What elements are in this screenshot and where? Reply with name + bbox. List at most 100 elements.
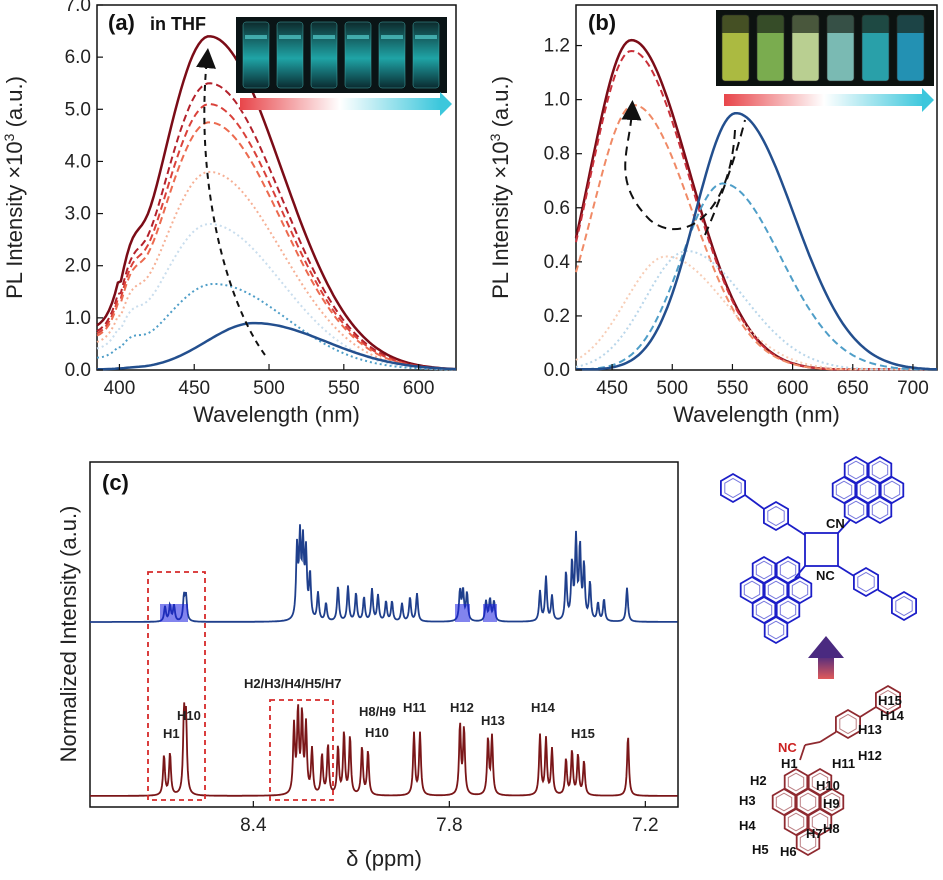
y-tick-label: 1.0	[544, 90, 570, 111]
x-tick-label: 550	[717, 378, 749, 399]
molecule-label: H13	[858, 722, 882, 737]
molecule-label: H6	[780, 844, 797, 859]
panel-a: (a) in THF 400 450 500 550 600 0.0 1.0 2.0 3.0 4.…	[1, 0, 457, 427]
benzene-ring	[867, 495, 893, 525]
y-axis-label: PL Intensity ×103 (a.u.)	[1, 76, 27, 299]
panel-a-vial-photo	[236, 17, 452, 116]
x-tick-label: 500	[656, 378, 688, 399]
x-axis-label: Wavelength (nm)	[193, 402, 360, 427]
y-tick-label: 4.0	[65, 151, 91, 172]
molecule-label: H8	[823, 821, 840, 836]
benzene-ring	[891, 590, 917, 622]
x-tick-label: 7.2	[632, 815, 658, 836]
benzene-ring	[795, 827, 821, 857]
y-tick-label: 0.2	[544, 306, 570, 327]
benzene-ring	[720, 472, 746, 504]
panel-a-series-line	[96, 35, 457, 371]
panel-b-series-line	[576, 182, 937, 371]
panel-c-spectra	[90, 524, 678, 797]
benzene-ring	[763, 615, 789, 645]
cyclobutane	[804, 532, 839, 567]
panel-a-series-line	[96, 121, 457, 371]
y-tick-label: 0.0	[544, 360, 570, 381]
x-tick-label: 450	[596, 378, 628, 399]
panel-b-series-line	[575, 249, 937, 371]
panel-a-series-line	[96, 82, 457, 371]
nmr-peak-label: H15	[571, 726, 595, 741]
x-tick-label: 400	[104, 378, 136, 399]
panel-b-series-line	[574, 38, 937, 371]
panel-b-frame	[575, 4, 938, 371]
nmr-peak-label: H1	[163, 726, 180, 741]
y-tick-label: 0.4	[544, 252, 571, 273]
nmr-peak-label: H2/H3/H4/H5/H7	[244, 676, 342, 691]
x-tick-label: 7.8	[436, 815, 462, 836]
molecule-label: H7	[806, 826, 823, 841]
molecule-label: H2	[750, 773, 767, 788]
panel-c-box-h1-h10	[147, 571, 206, 801]
panel-a-series-line	[96, 170, 457, 371]
x-tick-label: 700	[897, 378, 929, 399]
molecule-label: H1	[781, 756, 798, 771]
x-tick-label: 600	[777, 378, 809, 399]
nmr-highlight	[483, 604, 497, 622]
vial	[344, 21, 372, 89]
panel-a-series-line	[96, 321, 457, 371]
nmr-peak-label: H11	[403, 700, 426, 715]
panel-b-series-line	[575, 103, 937, 371]
panel-b-series-group	[574, 38, 937, 371]
y-tick-label: 0.8	[544, 144, 570, 165]
benzene-ring	[875, 684, 901, 716]
panel-c-box-h2-h7	[269, 699, 334, 801]
nmr-peak-label: H10	[177, 708, 201, 723]
benzene-ring	[843, 495, 869, 525]
x-tick-label: 550	[328, 378, 360, 399]
nmr-spectrum	[90, 702, 678, 797]
molecule-dimer: CN NC	[720, 455, 917, 645]
panel-c-label: (c)	[102, 470, 129, 495]
nmr-highlight	[160, 604, 188, 622]
y-tick-label: 1.2	[544, 36, 570, 57]
panel-a-label: (a)	[108, 10, 135, 35]
panel-b-label: (b)	[588, 10, 616, 35]
panel-a-annotation: in THF	[150, 14, 206, 34]
nmr-highlight	[455, 604, 470, 622]
nmr-peak-label: H12	[450, 700, 474, 715]
molecule-label: H12	[858, 748, 882, 763]
panel-a-series-group	[96, 35, 457, 371]
panel-a-series-line	[96, 103, 457, 371]
vial	[378, 21, 406, 89]
molecule-label: H11	[832, 756, 855, 771]
panel-a-series-line	[96, 222, 456, 371]
panel-c: (c) H1 H10 H2/H3/H4/H5/H7 H8/H9 H10 H11 H12 H13…	[56, 461, 679, 871]
y-tick-label: 0.6	[544, 198, 570, 219]
y-tick-label: 0.0	[65, 360, 91, 381]
panel-a-series-line	[96, 283, 456, 371]
x-tick-label: 650	[837, 378, 869, 399]
x-tick-label: 600	[403, 378, 435, 399]
molecule-label: H14	[880, 708, 905, 723]
vial	[242, 21, 270, 89]
panel-a-gradient-arrow	[240, 98, 440, 110]
nmr-peak-label: H8/H9	[359, 704, 396, 719]
molecule-label: H9	[823, 796, 840, 811]
molecule-label: H5	[752, 842, 769, 857]
y-tick-label: 1.0	[65, 308, 91, 329]
molecule-label: H4	[739, 818, 756, 833]
panel-a-trend-arrow	[196, 48, 266, 356]
x-tick-label: 8.4	[240, 815, 267, 836]
panel-b-trend-arrow-left	[621, 100, 736, 231]
panel-b: (b) 450 500 550 600 650 700 0.0 0.2 0.4 0.6 0.8 1.0…	[487, 4, 938, 427]
y-tick-label: 7.0	[65, 0, 91, 16]
panel-c-frame	[89, 461, 679, 808]
y-tick-label: 6.0	[65, 47, 91, 68]
panel-b-gradient-arrow	[724, 94, 924, 106]
x-axis-label: δ (ppm)	[346, 846, 422, 871]
nmr-peak-label: H13	[481, 713, 505, 728]
vial	[412, 21, 440, 89]
panel-b-series-line	[576, 111, 937, 371]
y-tick-label: 5.0	[65, 99, 91, 120]
nmr-peak-label: H14	[531, 700, 556, 715]
